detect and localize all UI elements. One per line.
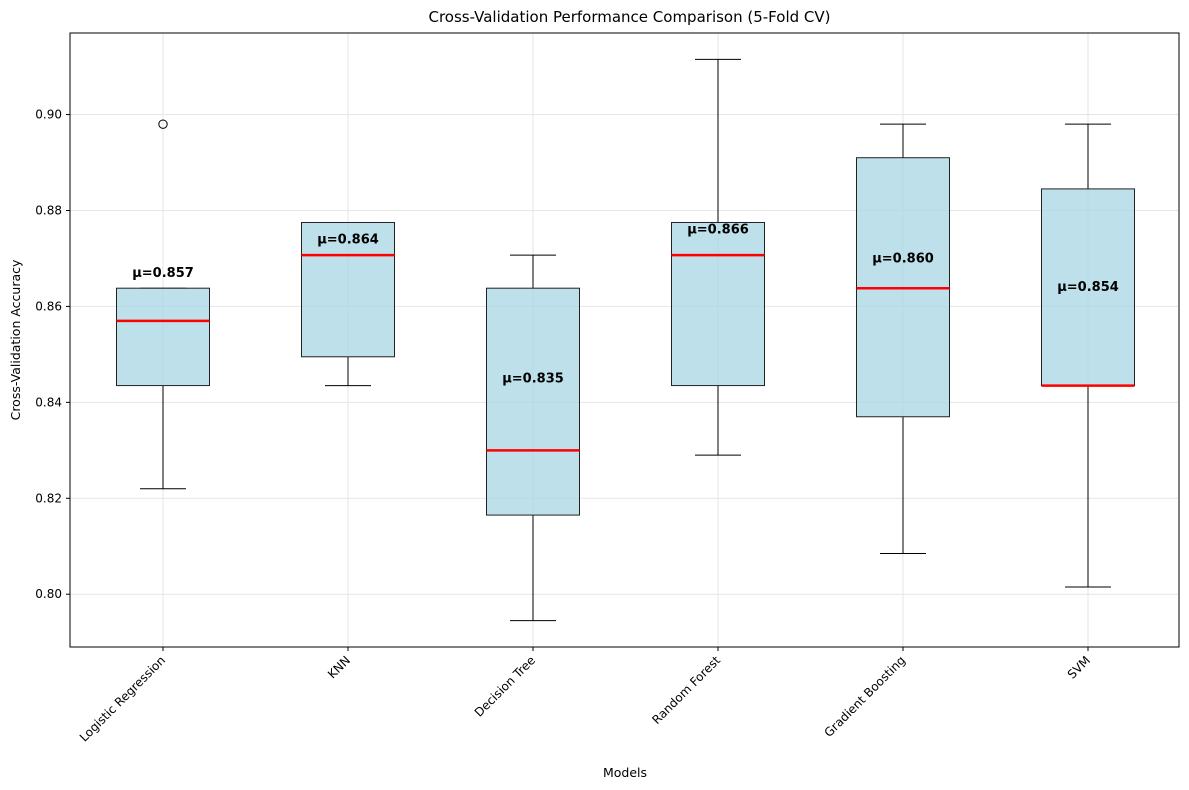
- mean-labels: μ=0.857 μ=0.864 μ=0.835 μ=0.866 μ=0.860 μ=0.8…: [132, 223, 1119, 387]
- y-axis-ticks: 0.80 0.82 0.84 0.86 0.88 0.90: [35, 108, 70, 601]
- y-axis-label: Cross-Validation Accuracy: [8, 259, 23, 420]
- x-tick-label: Random Forest: [649, 653, 723, 727]
- x-tick-label: Decision Tree: [472, 653, 538, 719]
- iqr-box: [116, 287, 210, 387]
- plot-frame: [69, 32, 1180, 648]
- outlier-point: [158, 119, 168, 129]
- box-group: [1041, 123, 1135, 588]
- mean-label: μ=0.866: [687, 223, 749, 238]
- y-tick-label: 0.90: [35, 108, 62, 122]
- mean-label: μ=0.857: [132, 266, 194, 281]
- y-tick-label: 0.86: [35, 299, 62, 313]
- x-axis-label: Models: [603, 765, 647, 780]
- y-tick-label: 0.80: [35, 587, 62, 601]
- grid: [70, 33, 1179, 647]
- iqr-box: [301, 221, 395, 358]
- y-tick-label: 0.82: [35, 491, 62, 505]
- mean-label: μ=0.860: [872, 251, 934, 266]
- box-group: [856, 123, 950, 554]
- x-tick-label: Gradient Boosting: [822, 653, 909, 740]
- y-tick-label: 0.84: [35, 395, 62, 409]
- chart-title: Cross-Validation Performance Comparison …: [428, 8, 830, 26]
- box-group: [671, 58, 765, 456]
- x-tick-label: SVM: [1065, 653, 1093, 681]
- iqr-box: [1041, 188, 1135, 387]
- mean-label: μ=0.854: [1057, 280, 1119, 295]
- x-tick-label: Logistic Regression: [77, 653, 168, 744]
- x-tick-label: KNN: [325, 653, 353, 681]
- iqr-box: [486, 287, 580, 516]
- iqr-box: [671, 221, 765, 387]
- box-group: [486, 254, 580, 622]
- y-tick-label: 0.88: [35, 203, 62, 217]
- mean-label: μ=0.835: [502, 371, 564, 386]
- box-group: [116, 119, 210, 490]
- boxes: [116, 58, 1135, 622]
- x-axis-ticks: Logistic Regression KNN Decision Tree Rando…: [77, 647, 1093, 745]
- mean-label: μ=0.864: [317, 232, 379, 247]
- box-group: [301, 221, 395, 387]
